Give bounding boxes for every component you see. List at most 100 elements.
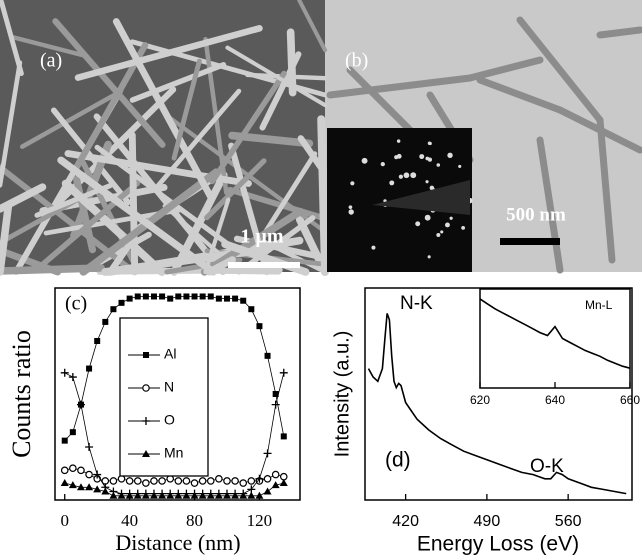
marker xyxy=(151,478,157,484)
diffraction-spot xyxy=(399,175,403,179)
annotation: O-K xyxy=(530,456,564,477)
diffraction-spot xyxy=(440,230,443,233)
diffraction-spot xyxy=(436,163,440,167)
marker xyxy=(86,366,92,372)
marker xyxy=(85,443,93,451)
marker xyxy=(174,492,182,499)
diffraction-spot xyxy=(419,154,424,159)
marker xyxy=(223,492,231,499)
marker xyxy=(61,369,69,377)
marker xyxy=(135,293,141,299)
marker xyxy=(208,478,214,484)
marker xyxy=(224,296,230,302)
diffraction-spot xyxy=(371,246,375,250)
legend-label: Mn xyxy=(164,445,183,461)
marker xyxy=(199,478,205,484)
marker xyxy=(208,293,214,299)
panel-label: (a) xyxy=(40,50,62,72)
diffraction-spot xyxy=(461,226,465,230)
y-axis-title: Intensity (a.u.) xyxy=(331,331,353,458)
diffraction-spot xyxy=(381,162,385,166)
marker xyxy=(86,471,92,477)
marker xyxy=(135,478,141,484)
diffraction-spot xyxy=(350,181,354,185)
marker xyxy=(264,488,272,495)
marker xyxy=(62,438,68,444)
legend-label: O xyxy=(164,412,175,428)
panel-label: (c) xyxy=(65,293,87,315)
diffraction-spot xyxy=(428,255,431,258)
diffraction-spot xyxy=(397,139,400,142)
diffraction-spot xyxy=(447,153,452,158)
scale-label: 1 µm xyxy=(240,226,284,248)
diffraction-spot xyxy=(425,215,431,221)
legend-marker xyxy=(143,385,149,391)
marker xyxy=(183,293,189,299)
fiber xyxy=(600,30,640,35)
diffraction-spot xyxy=(349,205,353,209)
diffraction-spot xyxy=(415,221,420,226)
marker xyxy=(256,323,262,329)
marker xyxy=(151,293,157,299)
x-tick-label: 40 xyxy=(121,511,138,530)
diffraction-spot xyxy=(349,209,354,214)
marker xyxy=(126,492,134,499)
diffraction-spot xyxy=(450,217,453,220)
marker xyxy=(280,479,288,486)
charts: 04080120AlNOMn(c)Distance (nm)Counts rat… xyxy=(7,288,640,556)
diffraction-spot xyxy=(425,180,428,183)
marker xyxy=(265,353,271,359)
marker xyxy=(240,298,246,304)
marker xyxy=(240,480,246,486)
x-tick-label: 420 xyxy=(392,513,419,530)
marker xyxy=(248,478,254,484)
marker xyxy=(207,492,215,499)
diffraction-spot xyxy=(410,172,416,178)
marker xyxy=(175,293,181,299)
x-tick-label: 490 xyxy=(474,513,501,530)
x-tick-label: 120 xyxy=(247,511,273,530)
legend-label: N xyxy=(164,379,174,395)
x-tick-label: 80 xyxy=(186,511,203,530)
marker xyxy=(199,492,207,499)
marker xyxy=(175,478,181,484)
marker xyxy=(70,465,76,471)
marker xyxy=(200,293,206,299)
legend-marker xyxy=(143,352,149,358)
marker xyxy=(70,429,76,435)
marker xyxy=(143,480,149,486)
marker xyxy=(239,492,247,499)
marker xyxy=(109,492,117,499)
fiber xyxy=(321,119,325,272)
marker xyxy=(159,293,165,299)
panel-label: (b) xyxy=(345,50,368,72)
marker xyxy=(191,492,199,499)
marker xyxy=(232,296,238,302)
diffraction-spot xyxy=(362,158,368,164)
marker xyxy=(231,492,239,499)
legend-label: Al xyxy=(164,346,176,362)
marker xyxy=(159,478,165,484)
marker xyxy=(264,449,272,457)
marker xyxy=(280,369,288,377)
diffraction-spot xyxy=(404,173,409,178)
diffraction-spot xyxy=(458,165,461,168)
marker xyxy=(150,492,158,499)
marker xyxy=(272,471,278,477)
y-axis-title: Counts ratio xyxy=(7,330,36,458)
marker xyxy=(182,492,190,499)
marker xyxy=(216,296,222,302)
marker xyxy=(248,306,254,312)
marker xyxy=(167,296,173,302)
diffraction-spot xyxy=(397,154,402,159)
marker xyxy=(215,492,223,499)
marker xyxy=(216,476,222,482)
marker xyxy=(232,478,238,484)
scale-label: 500 nm xyxy=(506,204,566,225)
marker xyxy=(247,492,255,499)
marker xyxy=(224,478,230,484)
diffraction-spot xyxy=(436,233,440,237)
marker xyxy=(69,373,77,381)
marker xyxy=(127,296,133,302)
marker xyxy=(102,319,108,325)
